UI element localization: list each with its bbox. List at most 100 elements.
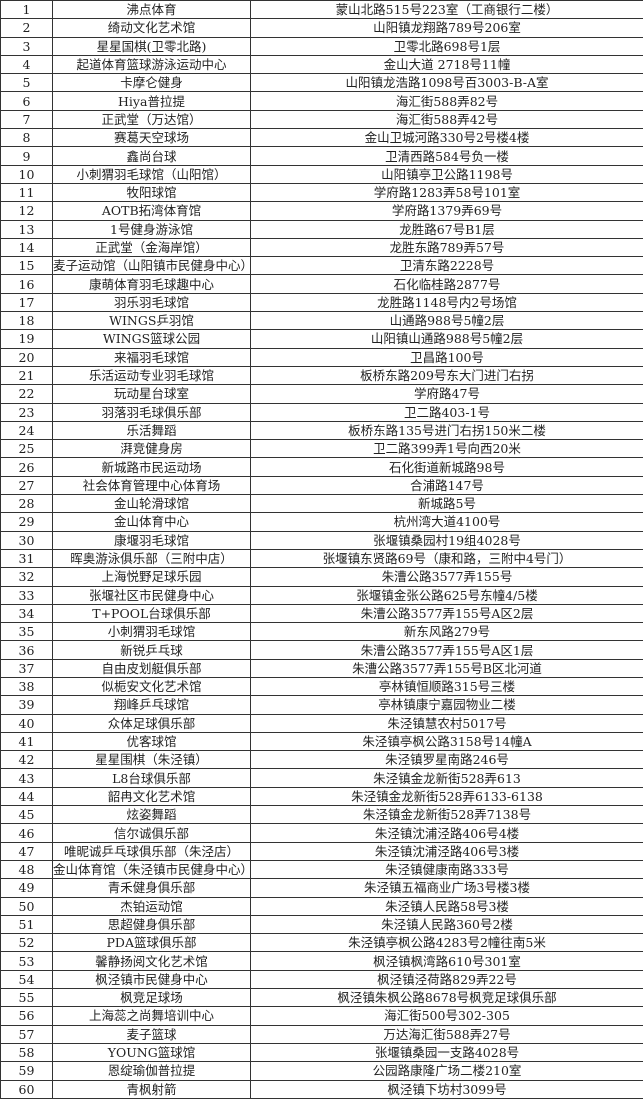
table-row: 53 馨静扬阅文化艺术馆 枫泾镇枫湾路610号301室 [0,951,643,971]
table-row: 11 牧阳球馆 学府路1283弄58号101室 [0,182,643,203]
venue-name: 枫泾镇市民健身中心 [52,969,251,990]
row-number: 45 [0,805,53,825]
row-number: 60 [0,1079,53,1099]
row-number: 30 [0,530,53,550]
venue-name: 小刺猬羽毛球馆 [52,622,251,642]
venue-name: 绮动文化艺术馆 [52,18,251,38]
row-number: 49 [0,878,53,898]
table-row: 24 乐活舞蹈 板桥东路135号进门右拐150米二楼 [0,420,643,441]
table-row: 34 T+POOL台球俱乐部 朱漕公路3577弄155号A区2层 [0,603,643,624]
table-row: 1 沸点体育 蒙山北路515号223室（工商银行二楼） [0,0,643,20]
venue-name: 新锐乒乓球 [52,640,251,660]
venue-name: 青枫射箭 [52,1079,251,1099]
table-row: 30 康堰羽毛球馆 张堰镇桑园村19组4028号 [0,530,643,550]
table-row: 39 翔峰乒乓球馆 亭林镇康宁嘉园物业二楼 [0,695,643,715]
venue-name: L8台球俱乐部 [52,768,251,788]
table-row: 25 湃竞健身房 卫二路399弄1号向西20米 [0,439,643,459]
venue-name: 上海悦野足球乐园 [52,567,251,587]
venue-address: 张堰镇桑园村19组4028号 [250,530,643,550]
row-number: 13 [0,219,53,239]
table-row: 29 金山体育中心 杭州湾大道4100号 [0,512,643,532]
venue-address: 朱泾镇亭枫公路4283号2幢往南5米 [250,933,643,953]
row-number: 5 [0,73,53,93]
row-number: 6 [0,91,53,111]
table-row: 31 晖奥游泳俱乐部（三附中店） 张堰镇东贤路69号（康和路，三附中4号门） [0,548,643,569]
row-number: 52 [0,933,53,953]
table-row: 45 炫姿舞蹈 朱泾镇金龙新街528弄7138号 [0,805,643,825]
row-number: 46 [0,823,53,843]
table-row: 55 枫竞足球场 枫泾镇朱枫公路8678号枫竞足球俱乐部 [0,988,643,1008]
table-row: 47 唯昵诚乒乓球俱乐部（朱泾店） 朱泾镇沈浦泾路406号3楼 [0,841,643,861]
venue-address: 朱泾镇五福商业广场3号楼3楼 [250,878,643,898]
venue-name: 青禾健身俱乐部 [52,878,251,898]
row-number: 44 [0,786,53,807]
venue-address: 板桥东路135号进门右拐150米二楼 [250,420,643,441]
venue-address: 朱泾镇金龙新街528弄6133-6138 [250,786,643,807]
table-row: 3 星星国棋(卫零北路) 卫零北路698号1层 [0,36,643,56]
venue-name: 正武堂（万达馆） [52,109,251,130]
venue-name: 起道体育篮球游泳运动中心 [52,54,251,75]
row-number: 14 [0,237,53,258]
venue-name: 乐活舞蹈 [52,420,251,441]
venue-name: 自由皮划艇俱乐部 [52,658,251,678]
row-number: 22 [0,384,53,404]
venue-name: 金山体育中心 [52,512,251,532]
table-row: 42 星星围棋（朱泾镇） 朱泾镇罗星南路246号 [0,750,643,770]
table-row: 10 小刺猬羽毛球馆（山阳馆） 山阳镇亭卫公路1198号 [0,164,643,184]
venue-address: 山阳镇龙翔路789号206室 [250,18,643,38]
venue-name: 上海蕊之尚舞培训中心 [52,1006,251,1026]
table-row: 49 青禾健身俱乐部 朱泾镇五福商业广场3号楼3楼 [0,878,643,898]
venue-address: 山通路988号5幢2层 [250,311,643,331]
venue-name: 沸点体育 [52,0,251,20]
venue-address: 山阳镇山通路988号5幢2层 [250,329,643,349]
venue-name: 新城路市民运动场 [52,457,251,477]
table-row: 9 鑫尚台球 卫清西路584号负一楼 [0,146,643,166]
row-number: 2 [0,18,53,38]
venue-name: 唯昵诚乒乓球俱乐部（朱泾店） [52,841,251,861]
venue-address: 亭林镇康宁嘉园物业二楼 [250,695,643,715]
venue-address: 龙胜路1148号内2号场馆 [250,292,643,313]
row-number: 18 [0,311,53,331]
table-row: 38 似栀安文化艺术馆 亭林镇恒顺路315号三楼 [0,676,643,697]
table-row: 21 乐活运动专业羽毛球馆 板桥东路209号东大门进门右拐 [0,365,643,386]
row-number: 8 [0,128,53,148]
table-row: 22 玩动星台球室 学府路47号 [0,384,643,404]
venue-name: 鑫尚台球 [52,146,251,166]
venue-name: 赛葛天空球场 [52,128,251,148]
venue-address: 万达海汇街588弄27号 [250,1024,643,1044]
row-number: 7 [0,109,53,130]
venue-name: PDA篮球俱乐部 [52,933,251,953]
venue-name: 似栀安文化艺术馆 [52,676,251,697]
venue-address: 枫泾镇下坊村3099号 [250,1079,643,1099]
table-row: 13 1号健身游泳馆 龙胜路67号B1层 [0,219,643,239]
venue-address: 朱漕公路3577弄155号A区1层 [250,640,643,660]
row-number: 53 [0,951,53,971]
row-number: 15 [0,256,53,276]
venue-address: 张堰镇桑园一支路4028号 [250,1042,643,1063]
venue-name: WINGS乒羽馆 [52,311,251,331]
table-row: 44 韶冉文化艺术馆 朱泾镇金龙新街528弄6133-6138 [0,786,643,807]
table-row: 41 优客球馆 朱泾镇亭枫公路3158号14幢A [0,731,643,752]
row-number: 35 [0,622,53,642]
venue-address: 朱泾镇人民路58号3楼 [250,896,643,916]
venue-address: 板桥东路209号东大门进门右拐 [250,365,643,386]
table-row: 28 金山轮滑球馆 新城路5号 [0,494,643,514]
row-number: 17 [0,292,53,313]
row-number: 16 [0,274,53,294]
row-number: 56 [0,1006,53,1026]
table-row: 60 青枫射箭 枫泾镇下坊村3099号 [0,1079,643,1099]
row-number: 36 [0,640,53,660]
venue-name: 韶冉文化艺术馆 [52,786,251,807]
table-row: 4 起道体育篮球游泳运动中心 金山大道 2718号11幢 [0,54,643,75]
venue-address: 杭州湾大道4100号 [250,512,643,532]
row-number: 59 [0,1061,53,1081]
row-number: 20 [0,347,53,367]
row-number: 21 [0,365,53,386]
table-row: 8 赛葛天空球场 金山卫城河路330号2号楼4楼 [0,128,643,148]
table-row: 26 新城路市民运动场 石化街道新城路98号 [0,457,643,477]
table-row: 56 上海蕊之尚舞培训中心 海汇街500号302-305 [0,1006,643,1026]
venue-name: WINGS篮球公园 [52,329,251,349]
table-row: 59 恩绽瑜伽普拉提 公园路康隆广场二楼210室 [0,1061,643,1081]
row-number: 33 [0,585,53,605]
